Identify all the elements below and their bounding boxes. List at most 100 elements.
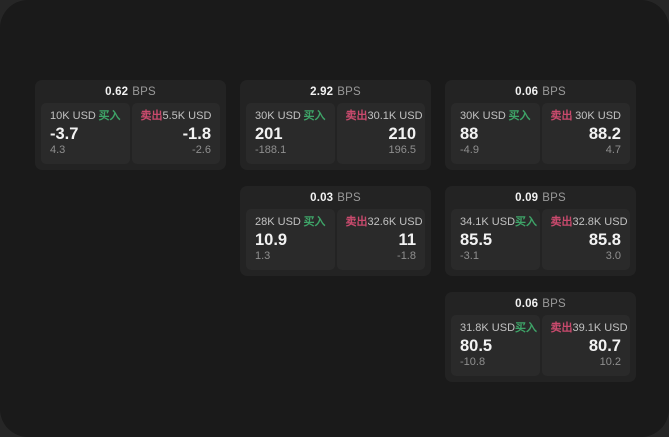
buy-panel-top: 28K USD 买入 [255,215,326,229]
sell-amount-label: 32.8K USD [572,216,628,228]
sell-price-value: 80.7 [588,337,621,355]
sell-button[interactable]: 卖出 [550,216,573,228]
buy-price-value: -3.7 [50,125,79,143]
sell-button[interactable]: 卖出 [345,216,368,228]
sell-sub-value: -2.6 [192,144,211,156]
sell-button[interactable]: 卖出 [550,110,573,122]
buy-amount-label: 30K USD [460,110,506,122]
sell-button[interactable]: 卖出 [140,110,163,122]
sell-price-value: 11 [398,231,416,249]
sell-amount-label: 39.1K USD [572,322,628,334]
sell-sub-value: 3.0 [605,250,621,262]
bps-value: 0.09 [515,191,539,204]
bps-suffix-label: BPS [542,191,566,204]
buy-sell-panels: 28K USD 买入 10.9 1.3 卖出 32.6K USD 11 -1.8 [246,209,425,270]
sell-price-value: 88.2 [588,125,621,143]
buy-button[interactable]: 买入 [515,322,538,334]
buy-panel-top: 30K USD 买入 [460,109,531,123]
card-header: 0.06 BPS [451,292,630,315]
sell-panel-top: 卖出 30.1K USD [345,109,423,123]
bps-suffix-label: BPS [542,297,566,310]
sell-sub-value: 4.7 [605,144,621,156]
buy-amount-label: 28K USD [255,216,301,228]
bps-suffix-label: BPS [337,191,361,204]
sell-button[interactable]: 卖出 [345,110,368,122]
buy-panel[interactable]: 30K USD 买入 88 -4.9 [451,103,540,164]
buy-sell-panels: 30K USD 买入 88 -4.9 卖出 30K USD 88.2 4.7 [451,103,630,164]
buy-sell-panels: 31.8K USD 买入 80.5 -10.8 卖出 39.1K USD 80.… [451,315,630,376]
sell-price-value: 85.8 [588,231,621,249]
bps-suffix-label: BPS [542,85,566,98]
buy-panel-top: 30K USD 买入 [255,109,326,123]
sell-sub-value: 10.2 [599,356,621,368]
bps-suffix-label: BPS [337,85,361,98]
quote-card[interactable]: 0.03 BPS 28K USD 买入 10.9 1.3 卖出 32.6K US… [240,186,431,276]
sell-price-value: 210 [388,125,416,143]
buy-sub-value: 1.3 [255,250,271,262]
sell-amount-label: 32.6K USD [367,216,423,228]
buy-amount-label: 30K USD [255,110,301,122]
buy-sub-value: -188.1 [255,144,287,156]
buy-panel-top: 31.8K USD 买入 [460,321,537,335]
sell-amount-label: 30.1K USD [367,110,423,122]
buy-panel[interactable]: 10K USD 买入 -3.7 4.3 [41,103,130,164]
card-header: 0.03 BPS [246,186,425,209]
sell-sub-value: -1.8 [397,250,416,262]
bps-value: 0.62 [105,85,129,98]
card-header: 2.92 BPS [246,80,425,103]
buy-panel[interactable]: 28K USD 买入 10.9 1.3 [246,209,335,270]
bps-value: 0.03 [310,191,334,204]
buy-price-value: 85.5 [460,231,493,249]
buy-amount-label: 10K USD [50,110,96,122]
sell-panel[interactable]: 卖出 5.5K USD -1.8 -2.6 [131,103,220,164]
buy-panel[interactable]: 34.1K USD 买入 85.5 -3.1 [451,209,540,270]
sell-button[interactable]: 卖出 [550,322,573,334]
buy-panel[interactable]: 30K USD 买入 201 -188.1 [246,103,335,164]
buy-sell-panels: 10K USD 买入 -3.7 4.3 卖出 5.5K USD -1.8 -2.… [41,103,220,164]
buy-amount-label: 31.8K USD [460,322,516,334]
buy-button[interactable]: 买入 [508,110,531,122]
sell-price-value: -1.8 [182,125,211,143]
buy-button[interactable]: 买入 [98,110,121,122]
buy-panel-top: 34.1K USD 买入 [460,215,537,229]
sell-panel-top: 卖出 32.6K USD [345,215,423,229]
sell-panel[interactable]: 卖出 32.8K USD 85.8 3.0 [541,209,630,270]
sell-panel-top: 卖出 30K USD [551,109,622,123]
sell-amount-label: 5.5K USD [162,110,212,122]
sell-panel[interactable]: 卖出 39.1K USD 80.7 10.2 [541,315,630,376]
quote-card[interactable]: 0.62 BPS 10K USD 买入 -3.7 4.3 卖出 5.5K USD… [35,80,226,170]
bps-value: 0.06 [515,85,539,98]
card-header: 0.06 BPS [451,80,630,103]
buy-sub-value: -4.9 [460,144,479,156]
sell-panel-top: 卖出 5.5K USD [141,109,212,123]
sell-panel[interactable]: 卖出 32.6K USD 11 -1.8 [336,209,425,270]
buy-sell-panels: 30K USD 买入 201 -188.1 卖出 30.1K USD 210 1… [246,103,425,164]
buy-button[interactable]: 买入 [303,110,326,122]
quote-card[interactable]: 2.92 BPS 30K USD 买入 201 -188.1 卖出 30.1K … [240,80,431,170]
buy-panel-top: 10K USD 买入 [50,109,121,123]
bps-suffix-label: BPS [132,85,156,98]
buy-price-value: 80.5 [460,337,493,355]
card-header: 0.09 BPS [451,186,630,209]
buy-amount-label: 34.1K USD [460,216,516,228]
buy-price-value: 88 [460,125,479,143]
buy-sell-panels: 34.1K USD 买入 85.5 -3.1 卖出 32.8K USD 85.8… [451,209,630,270]
sell-panel[interactable]: 卖出 30.1K USD 210 196.5 [336,103,425,164]
bps-value: 0.06 [515,297,539,310]
sell-amount-label: 30K USD [575,110,621,122]
buy-button[interactable]: 买入 [515,216,538,228]
quote-card[interactable]: 0.06 BPS 31.8K USD 买入 80.5 -10.8 卖出 39.1… [445,292,636,382]
sell-panel-top: 卖出 39.1K USD [550,321,628,335]
bps-value: 2.92 [310,85,334,98]
sell-panel[interactable]: 卖出 30K USD 88.2 4.7 [541,103,630,164]
buy-sub-value: -3.1 [460,250,479,262]
buy-button[interactable]: 买入 [303,216,326,228]
sell-sub-value: 196.5 [388,144,416,156]
buy-panel[interactable]: 31.8K USD 买入 80.5 -10.8 [451,315,540,376]
card-header: 0.62 BPS [41,80,220,103]
buy-price-value: 201 [255,125,283,143]
quote-card[interactable]: 0.06 BPS 30K USD 买入 88 -4.9 卖出 30K USD 8… [445,80,636,170]
quote-card[interactable]: 0.09 BPS 34.1K USD 买入 85.5 -3.1 卖出 32.8K… [445,186,636,276]
quote-cards-grid: 0.62 BPS 10K USD 买入 -3.7 4.3 卖出 5.5K USD… [35,80,636,382]
